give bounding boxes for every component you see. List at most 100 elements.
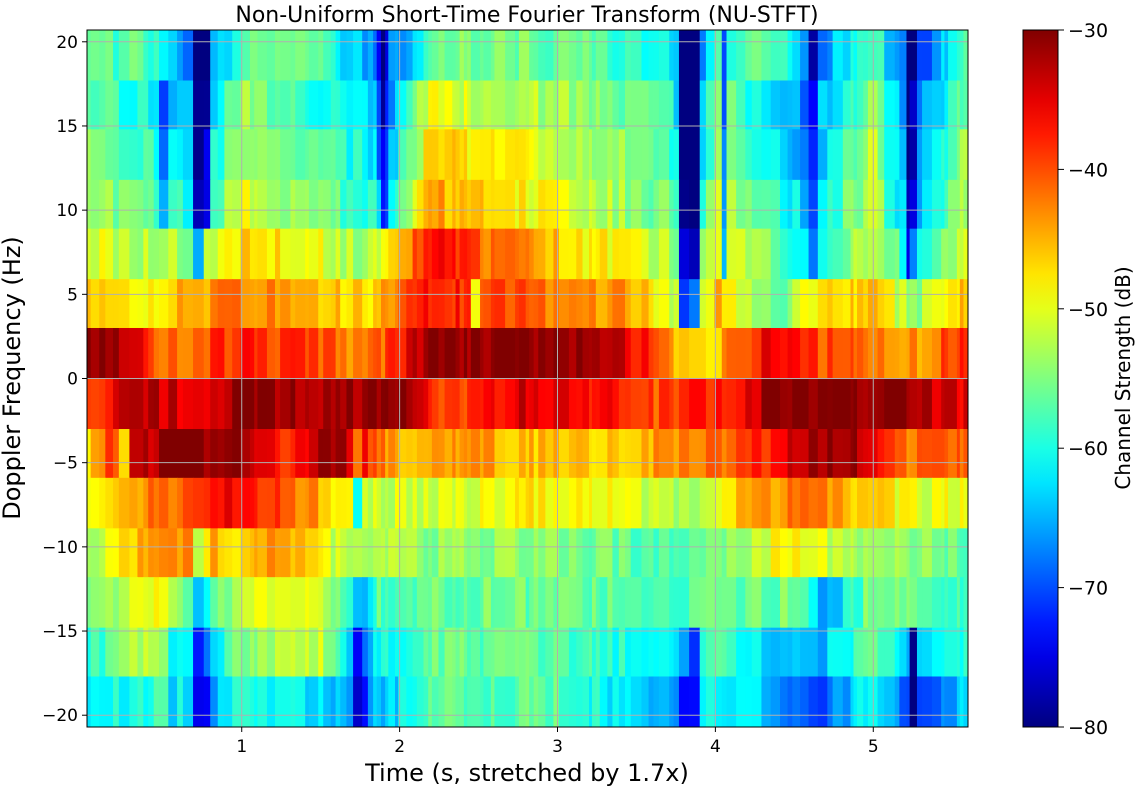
heatmap-cell xyxy=(599,378,608,430)
heatmap-cell xyxy=(538,477,546,529)
heatmap-cell xyxy=(553,577,560,629)
heatmap-cell xyxy=(850,429,855,479)
heatmap-cell xyxy=(515,179,520,230)
heatmap-cell xyxy=(922,676,933,727)
heatmap-cell xyxy=(249,577,255,629)
heatmap-cell xyxy=(770,627,781,677)
heatmap-cell xyxy=(295,129,306,181)
heatmap-cell xyxy=(827,228,834,280)
heatmap-cell xyxy=(916,378,923,430)
heatmap-cell xyxy=(494,179,506,230)
heatmap-cell xyxy=(87,528,92,578)
heatmap-cell xyxy=(673,179,680,230)
heatmap-cell xyxy=(353,30,363,81)
heatmap-cell xyxy=(168,129,178,181)
heatmap-cell xyxy=(545,378,555,430)
heatmap-cell xyxy=(931,327,942,379)
heatmap-cell xyxy=(137,30,144,81)
heatmap-cell xyxy=(959,80,965,130)
heatmap-cell xyxy=(105,477,114,529)
heatmap-cell xyxy=(808,676,819,727)
heatmap-cell xyxy=(850,129,855,181)
heatmap-cell xyxy=(800,129,810,181)
heatmap-cell xyxy=(340,577,348,629)
heatmap-cell xyxy=(669,429,675,479)
heatmap-cell xyxy=(877,129,885,181)
heatmap-cell xyxy=(203,179,211,230)
heatmap-cell xyxy=(193,30,205,81)
heatmap-cell xyxy=(884,477,896,529)
heatmap-cell xyxy=(894,577,900,629)
heatmap-cell xyxy=(808,228,819,280)
heatmap-cell xyxy=(193,477,205,529)
heatmap-cell xyxy=(346,327,354,379)
heatmap-cell xyxy=(330,528,337,578)
heatmap-cell xyxy=(877,528,885,578)
heatmap-cell xyxy=(90,429,100,479)
heatmap-cell xyxy=(863,477,869,529)
heatmap-cell xyxy=(99,477,106,529)
heatmap-cell xyxy=(787,429,793,479)
heatmap-cell xyxy=(480,528,485,578)
heatmap-cell xyxy=(529,378,535,430)
heatmap-cell xyxy=(576,676,584,727)
heatmap-cell xyxy=(452,80,457,130)
heatmap-cell xyxy=(751,228,763,280)
heatmap-cell xyxy=(630,129,643,181)
heatmap-cell xyxy=(817,80,828,130)
heatmap-cell xyxy=(423,30,429,81)
heatmap-cell xyxy=(275,129,281,181)
heatmap-cell xyxy=(480,129,485,181)
heatmap-cell xyxy=(257,30,268,81)
heatmap-cell xyxy=(340,30,348,81)
heatmap-cell xyxy=(367,327,374,379)
heatmap-cell xyxy=(210,429,219,479)
heatmap-cell xyxy=(959,30,965,81)
heatmap-cell xyxy=(318,228,324,280)
heatmap-cell xyxy=(689,80,701,130)
heatmap-cell xyxy=(780,429,789,479)
heatmap-cell xyxy=(817,577,828,629)
heatmap-cell xyxy=(480,179,485,230)
heatmap-cell xyxy=(916,676,923,727)
heatmap-cell xyxy=(158,179,169,230)
heatmap-cell xyxy=(275,429,281,479)
heatmap-cell xyxy=(168,228,178,280)
heatmap-cell xyxy=(618,129,626,181)
heatmap-cell xyxy=(808,80,819,130)
heatmap-cell xyxy=(153,627,160,677)
heatmap-cell xyxy=(648,228,655,280)
heatmap-cell xyxy=(529,577,535,629)
heatmap-cell xyxy=(857,477,864,529)
heatmap-cell xyxy=(576,528,584,578)
heatmap-cell xyxy=(625,676,632,727)
heatmap-cell xyxy=(714,228,723,280)
heatmap-cell xyxy=(463,477,468,529)
x-tick-label: 4 xyxy=(710,737,721,757)
heatmap-cell xyxy=(118,279,130,329)
heatmap-cell xyxy=(376,279,382,329)
heatmap-cell xyxy=(761,129,772,181)
heatmap-cell xyxy=(367,429,374,479)
heatmap-cell xyxy=(641,279,650,329)
heatmap-cell xyxy=(129,30,139,81)
heatmap-cell xyxy=(385,279,389,329)
heatmap-cell xyxy=(705,676,715,727)
heatmap-cell xyxy=(533,80,539,130)
heatmap-cell xyxy=(148,577,155,629)
heatmap-cell xyxy=(381,477,386,529)
heatmap-cell xyxy=(398,429,407,479)
heatmap-cell xyxy=(406,327,414,379)
heatmap-cell xyxy=(653,528,660,578)
heatmap-cell xyxy=(568,577,577,629)
heatmap-cell xyxy=(853,577,858,629)
heatmap-cell xyxy=(545,80,555,130)
heatmap-cell xyxy=(906,378,911,430)
heatmap-cell xyxy=(922,627,933,677)
heatmap-cell xyxy=(335,528,341,578)
heatmap-cell xyxy=(916,627,923,677)
heatmap-cell xyxy=(467,429,472,479)
heatmap-cell xyxy=(948,179,958,230)
heatmap-cell xyxy=(362,30,369,81)
heatmap-cell xyxy=(515,129,520,181)
